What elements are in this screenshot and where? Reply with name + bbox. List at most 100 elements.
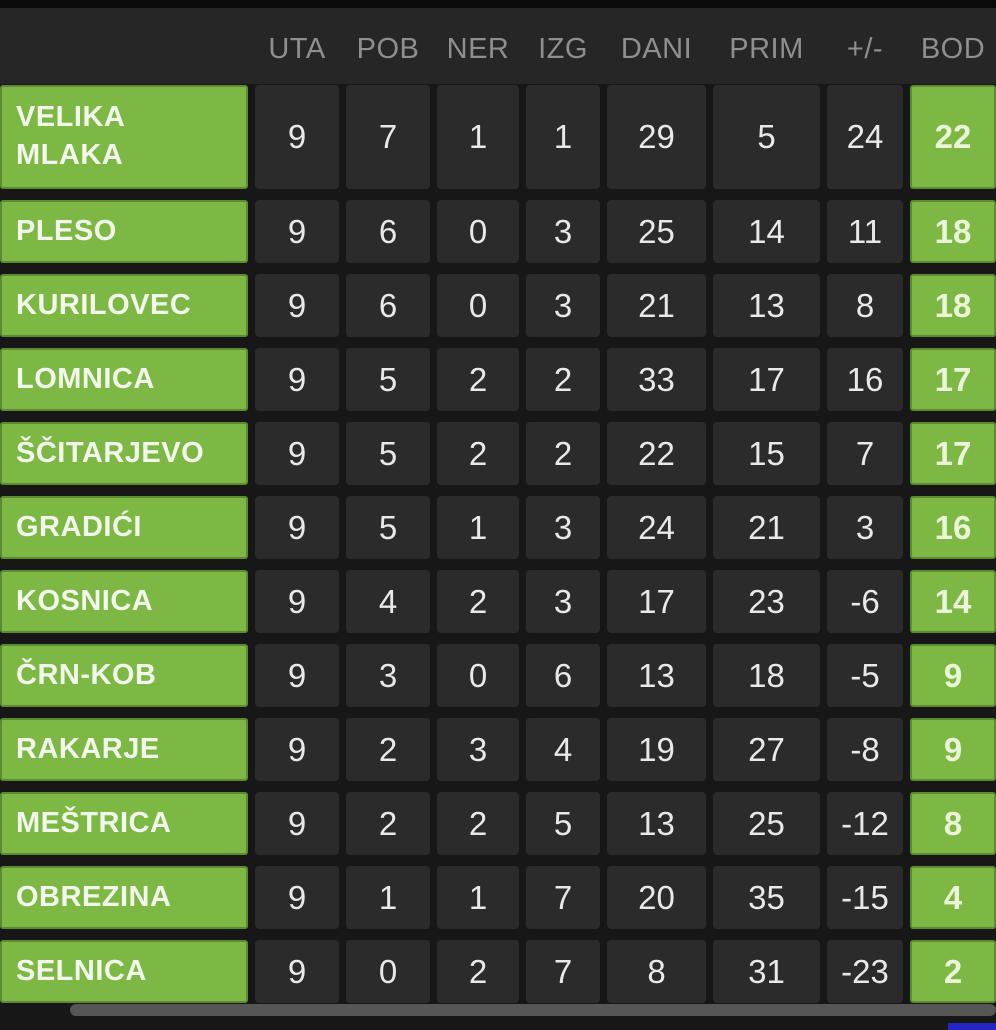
- stat-cell: 1: [346, 866, 430, 929]
- team-cell: ŠČITARJEVO: [0, 422, 248, 485]
- column-header-7: BOD: [920, 33, 986, 65]
- bottom-blue-strip: [948, 1023, 996, 1030]
- stat-cell: 8: [827, 274, 903, 337]
- column-header-6: +/-: [846, 33, 884, 65]
- points-cell: 8: [910, 792, 996, 855]
- points-cell: 14: [910, 570, 996, 633]
- standings-table: UTA POB NER IZG DANI PRIM +/- BOD VELIKA MLAKA 9 7…: [0, 8, 996, 1003]
- stat-cell: 0: [437, 644, 519, 707]
- stat-cell: 3: [526, 496, 600, 559]
- top-bar: [0, 0, 996, 8]
- stat-cell: 11: [827, 200, 903, 263]
- stat-cell: 35: [713, 866, 820, 929]
- stat-cell: 7: [526, 940, 600, 1003]
- stat-cell: 5: [526, 792, 600, 855]
- stat-cell: 0: [437, 274, 519, 337]
- stat-cell: 7: [526, 866, 600, 929]
- stat-cell: 6: [346, 274, 430, 337]
- stat-cell: 16: [827, 348, 903, 411]
- stat-cell: 0: [346, 940, 430, 1003]
- points-cell: 17: [910, 348, 996, 411]
- points-cell: 17: [910, 422, 996, 485]
- stat-cell: 3: [526, 570, 600, 633]
- stat-cell: 5: [713, 85, 820, 189]
- horizontal-scrollbar[interactable]: [70, 1004, 996, 1016]
- table-header-band: [0, 8, 996, 84]
- stat-cell: 24: [827, 85, 903, 189]
- stat-cell: 2: [437, 348, 519, 411]
- stat-cell: 2: [526, 422, 600, 485]
- points-cell: 4: [910, 866, 996, 929]
- stat-cell: 2: [526, 348, 600, 411]
- column-header-0: UTA: [268, 33, 326, 65]
- stat-cell: 25: [607, 200, 706, 263]
- stat-cell: 6: [346, 200, 430, 263]
- team-cell: SELNICA: [0, 940, 248, 1003]
- stat-cell: 9: [255, 940, 339, 1003]
- stat-cell: 13: [607, 792, 706, 855]
- stat-cell: 9: [255, 274, 339, 337]
- stat-cell: -15: [827, 866, 903, 929]
- team-cell: VELIKA MLAKA: [0, 85, 248, 189]
- team-cell: OBREZINA: [0, 866, 248, 929]
- stat-cell: 17: [607, 570, 706, 633]
- stat-cell: 9: [255, 644, 339, 707]
- column-header-3: IZG: [538, 33, 588, 65]
- stat-cell: 20: [607, 866, 706, 929]
- stat-cell: 3: [346, 644, 430, 707]
- stat-cell: 9: [255, 792, 339, 855]
- stat-cell: 3: [437, 718, 519, 781]
- stat-cell: 18: [713, 644, 820, 707]
- stat-cell: -23: [827, 940, 903, 1003]
- points-cell: 9: [910, 718, 996, 781]
- stat-cell: 3: [827, 496, 903, 559]
- stat-cell: 2: [346, 718, 430, 781]
- stat-cell: 5: [346, 422, 430, 485]
- team-cell: ČRN-KOB: [0, 644, 248, 707]
- stat-cell: 2: [437, 792, 519, 855]
- team-cell: GRADIĆI: [0, 496, 248, 559]
- stat-cell: -6: [827, 570, 903, 633]
- stat-cell: 1: [437, 866, 519, 929]
- stat-cell: 2: [437, 422, 519, 485]
- team-cell: RAKARJE: [0, 718, 248, 781]
- stat-cell: 25: [713, 792, 820, 855]
- stat-cell: 7: [346, 85, 430, 189]
- team-cell: PLESO: [0, 200, 248, 263]
- stat-cell: 1: [526, 85, 600, 189]
- stat-cell: 5: [346, 348, 430, 411]
- team-cell: KURILOVEC: [0, 274, 248, 337]
- stat-cell: 9: [255, 496, 339, 559]
- points-cell: 18: [910, 200, 996, 263]
- stat-cell: 19: [607, 718, 706, 781]
- points-cell: 9: [910, 644, 996, 707]
- stat-cell: 9: [255, 85, 339, 189]
- stat-cell: 21: [713, 496, 820, 559]
- stat-cell: 9: [255, 570, 339, 633]
- stat-cell: 9: [255, 348, 339, 411]
- team-cell: LOMNICA: [0, 348, 248, 411]
- stat-cell: 0: [437, 200, 519, 263]
- team-cell: MEŠTRICA: [0, 792, 248, 855]
- column-header-1: POB: [356, 33, 420, 65]
- column-header-4: DANI: [620, 33, 693, 65]
- stat-cell: 27: [713, 718, 820, 781]
- stat-cell: 23: [713, 570, 820, 633]
- stat-cell: 9: [255, 866, 339, 929]
- column-header-2: NER: [446, 33, 510, 65]
- column-header-5: PRIM: [729, 33, 804, 65]
- stat-cell: 15: [713, 422, 820, 485]
- points-cell: 16: [910, 496, 996, 559]
- stat-cell: 13: [713, 274, 820, 337]
- stat-cell: 22: [607, 422, 706, 485]
- stat-cell: 3: [526, 200, 600, 263]
- stat-cell: 14: [713, 200, 820, 263]
- points-cell: 2: [910, 940, 996, 1003]
- stat-cell: 9: [255, 718, 339, 781]
- header-corner-spacer: [0, 8, 248, 74]
- stat-cell: 4: [346, 570, 430, 633]
- stat-cell: 21: [607, 274, 706, 337]
- stat-cell: 3: [526, 274, 600, 337]
- stat-cell: 1: [437, 85, 519, 189]
